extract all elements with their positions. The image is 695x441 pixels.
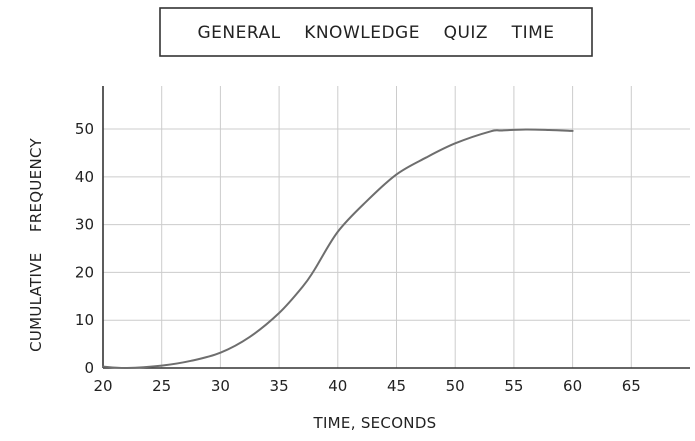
y-tick-label: 50 [75, 120, 94, 138]
x-tick-label: 35 [270, 377, 289, 395]
cumulative-frequency-curve [102, 128, 574, 370]
x-tick-label: 25 [152, 377, 171, 395]
y-tick-label: 20 [75, 263, 94, 281]
x-tick-label: 45 [387, 377, 406, 395]
series-layer [102, 128, 574, 370]
x-tick-label: 30 [211, 377, 230, 395]
y-axis-label: CUMULATIVE FREQUENCY [27, 138, 45, 352]
x-tick-label: 60 [563, 377, 582, 395]
x-tick-label: 40 [328, 377, 347, 395]
x-tick-label: 65 [622, 377, 641, 395]
x-tick-label: 50 [446, 377, 465, 395]
x-tick-label: 20 [93, 377, 112, 395]
x-tick-label: 55 [504, 377, 523, 395]
axes [102, 86, 690, 369]
x-axis-label: TIME, SECONDS [312, 414, 436, 432]
x-tick-labels: 20 25 30 35 40 45 50 55 60 65 [93, 377, 640, 395]
y-tick-label: 40 [75, 168, 94, 186]
grid-lines [103, 86, 690, 368]
y-tick-labels: 0 10 20 30 40 50 [75, 120, 94, 377]
y-tick-label: 0 [84, 359, 94, 377]
chart-title-box [159, 7, 593, 57]
y-tick-label: 30 [75, 216, 94, 234]
y-tick-label: 10 [75, 311, 94, 329]
chart-title: GENERAL KNOWLEDGE QUIZ TIME [197, 23, 554, 43]
